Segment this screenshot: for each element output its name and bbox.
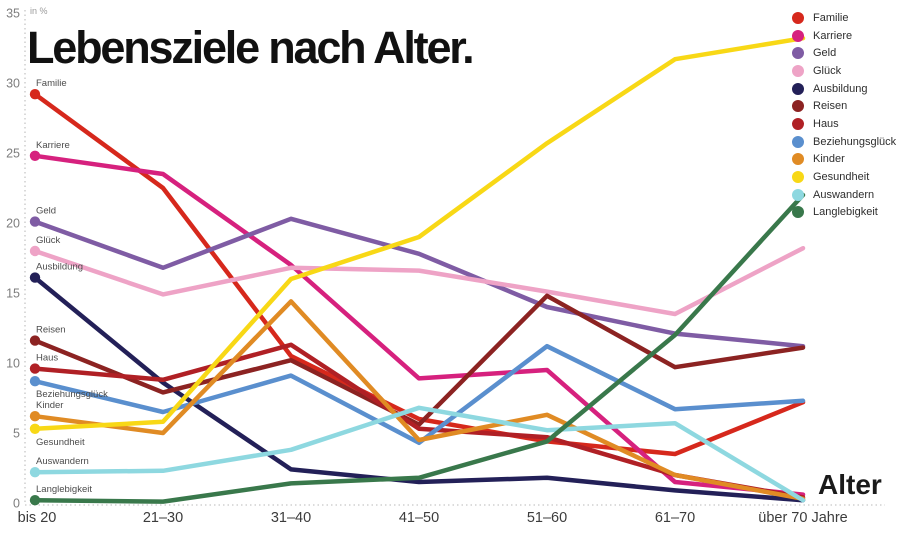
legend-label: Glück: [813, 64, 842, 77]
y-tick-label: 10: [6, 357, 20, 371]
series-start-label-kinder: Kinder: [36, 400, 63, 411]
series-start-label-haus: Haus: [36, 353, 58, 364]
series-line-langlebigkeit: [32, 192, 806, 504]
x-tick-label: 21–30: [143, 510, 183, 526]
legend-swatch-icon: [792, 153, 804, 166]
series-start-label-gesundheit: Gesundheit: [36, 437, 85, 448]
legend-label: Geld: [813, 47, 837, 60]
series-start-label-familie: Familie: [36, 78, 67, 89]
legend-swatch-icon: [792, 171, 804, 184]
legend-item-beziehungsgl-ck: Beziehungsglück: [792, 133, 912, 151]
legend-swatch-icon: [792, 135, 804, 148]
legend-label: Auswandern: [813, 188, 875, 201]
legend-label: Langlebigkeit: [813, 206, 878, 219]
legend-item-ausbildung: Ausbildung: [792, 80, 912, 98]
legend-item-geld: Geld: [792, 44, 912, 62]
legend-label: Reisen: [813, 100, 848, 113]
series-start-dot-gesundheit: [29, 423, 41, 434]
series-line-kinder: [32, 299, 806, 502]
series-start-dot-kinder: [29, 411, 41, 422]
y-tick-label: 20: [6, 217, 20, 231]
series-line-gesundheit: [32, 35, 806, 432]
series-start-label-gl-ck: Glück: [36, 235, 61, 246]
legend-item-langlebigkeit: Langlebigkeit: [792, 204, 912, 222]
y-tick-label: 25: [6, 147, 20, 161]
legend-item-gesundheit: Gesundheit: [792, 168, 912, 186]
legend-swatch-icon: [792, 206, 804, 219]
series-start-dot-auswandern: [29, 467, 41, 478]
series-start-dot-familie: [29, 89, 41, 100]
x-tick-label: über 70 Jahre: [758, 510, 847, 526]
series-start-dot-ausbildung: [29, 272, 41, 283]
y-tick-label: 30: [6, 77, 20, 91]
series-line-reisen: [32, 293, 806, 427]
legend-item-auswandern: Auswandern: [792, 186, 912, 204]
series-start-label-auswandern: Auswandern: [36, 456, 89, 467]
legend-item-haus: Haus: [792, 115, 912, 133]
y-tick-label: 35: [6, 7, 20, 21]
y-axis-unit-label: in %: [30, 6, 48, 16]
page-title: Lebensziele nach Alter.: [27, 22, 475, 73]
series-start-dot-gl-ck: [29, 245, 41, 257]
legend-item-karriere: Karriere: [792, 27, 912, 45]
series-start-label-ausbildung: Ausbildung: [36, 262, 83, 273]
legend-swatch-icon: [792, 64, 804, 77]
legend-label: Familie: [813, 11, 849, 24]
legend: Familie Karriere Geld Glück Ausbildung Reisen…: [792, 9, 912, 221]
series-line-beziehungsgl-ck: [32, 343, 806, 446]
series-start-dot-karriere: [29, 150, 41, 161]
series-start-dot-beziehungsgl-ck: [29, 376, 41, 387]
x-tick-label: 51–60: [527, 510, 567, 526]
legend-swatch-icon: [792, 82, 804, 95]
legend-swatch-icon: [792, 100, 804, 113]
legend-swatch-icon: [792, 117, 804, 130]
series-start-dot-reisen: [29, 335, 41, 346]
series-line-karriere: [32, 153, 806, 497]
series-start-dot-haus: [29, 363, 41, 374]
legend-item-kinder: Kinder: [792, 151, 912, 169]
series-start-label-geld: Geld: [36, 206, 56, 217]
series-line-ausbildung: [32, 275, 806, 503]
legend-swatch-icon: [792, 47, 804, 60]
legend-swatch-icon: [792, 11, 804, 24]
series-start-dot-geld: [29, 216, 41, 227]
legend-label: Ausbildung: [813, 82, 868, 95]
legend-item-familie: Familie: [792, 9, 912, 27]
y-tick-label: 0: [13, 497, 20, 511]
series-start-label-beziehungsgl-ck: Beziehungsglück: [36, 389, 108, 400]
x-tick-label: bis 20: [18, 510, 57, 526]
y-tick-label: 5: [13, 427, 20, 441]
x-tick-label: 61–70: [655, 510, 695, 526]
legend-item-gl-ck: Glück: [792, 62, 912, 80]
legend-item-reisen: Reisen: [792, 97, 912, 115]
legend-label: Haus: [813, 117, 839, 130]
series-start-label-reisen: Reisen: [36, 325, 66, 336]
legend-label: Gesundheit: [813, 171, 870, 184]
series-start-dot-langlebigkeit: [29, 495, 41, 506]
legend-swatch-icon: [792, 188, 804, 201]
series-line-familie: [32, 91, 806, 457]
series-start-label-karriere: Karriere: [36, 140, 70, 151]
series-start-label-langlebigkeit: Langlebigkeit: [36, 484, 92, 495]
legend-swatch-icon: [792, 29, 804, 42]
x-tick-label: 31–40: [271, 510, 311, 526]
legend-label: Beziehungsglück: [813, 135, 897, 148]
series-line-auswandern: [32, 405, 806, 503]
legend-label: Karriere: [813, 29, 853, 42]
x-axis-title: Alter: [818, 469, 882, 500]
series-line-gl-ck: [32, 245, 806, 317]
x-tick-label: 41–50: [399, 510, 439, 526]
y-tick-label: 15: [6, 287, 20, 301]
legend-label: Kinder: [813, 153, 845, 166]
